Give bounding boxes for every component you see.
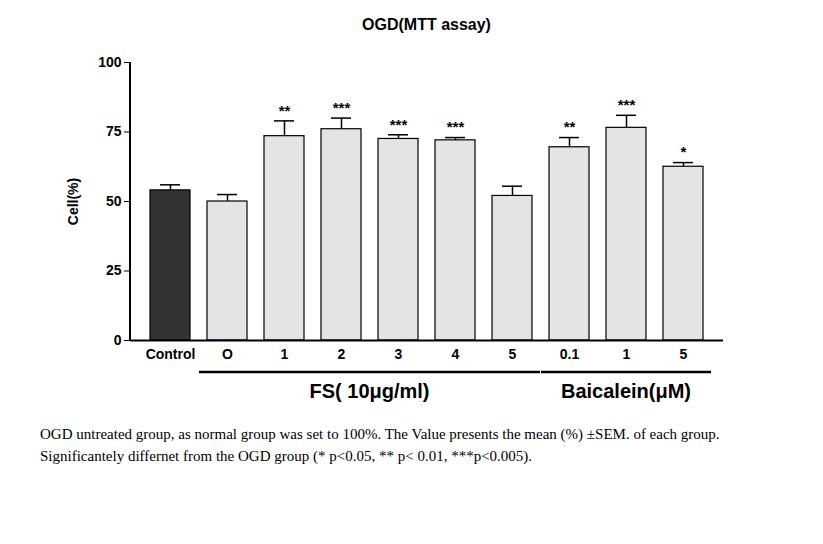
svg-text:3: 3 — [395, 346, 403, 362]
svg-text:5: 5 — [680, 346, 688, 362]
svg-text:25: 25 — [106, 262, 122, 278]
svg-text:Cell(%): Cell(%) — [65, 178, 81, 225]
svg-text:***: *** — [333, 99, 351, 116]
svg-text:**: ** — [564, 118, 576, 135]
svg-text:1: 1 — [281, 346, 289, 362]
svg-text:***: *** — [447, 118, 465, 135]
svg-text:**: ** — [279, 102, 291, 119]
svg-text:50: 50 — [106, 193, 122, 209]
svg-text:1: 1 — [623, 346, 631, 362]
svg-text:2: 2 — [338, 346, 346, 362]
html-text:OGD untreated group, as normal: OGD untreated group, as normal group was… — [40, 426, 720, 464]
svg-text:***: *** — [390, 116, 408, 133]
svg-text:FS( 10μg/ml): FS( 10μg/ml) — [309, 380, 429, 402]
svg-text:OGD(MTT assay): OGD(MTT assay) — [362, 16, 491, 33]
svg-text:100: 100 — [98, 54, 122, 70]
svg-text:*: * — [681, 143, 687, 160]
svg-text:75: 75 — [106, 123, 122, 139]
svg-text:4: 4 — [452, 346, 460, 362]
svg-text:5: 5 — [509, 346, 517, 362]
svg-text:Control: Control — [146, 346, 196, 362]
svg-text:0.1: 0.1 — [560, 346, 580, 362]
svg-text:***: *** — [618, 96, 636, 113]
svg-text:0: 0 — [114, 332, 122, 348]
svg-text:Baicalein(μM): Baicalein(μM) — [561, 380, 691, 402]
svg-text:O: O — [222, 346, 233, 362]
